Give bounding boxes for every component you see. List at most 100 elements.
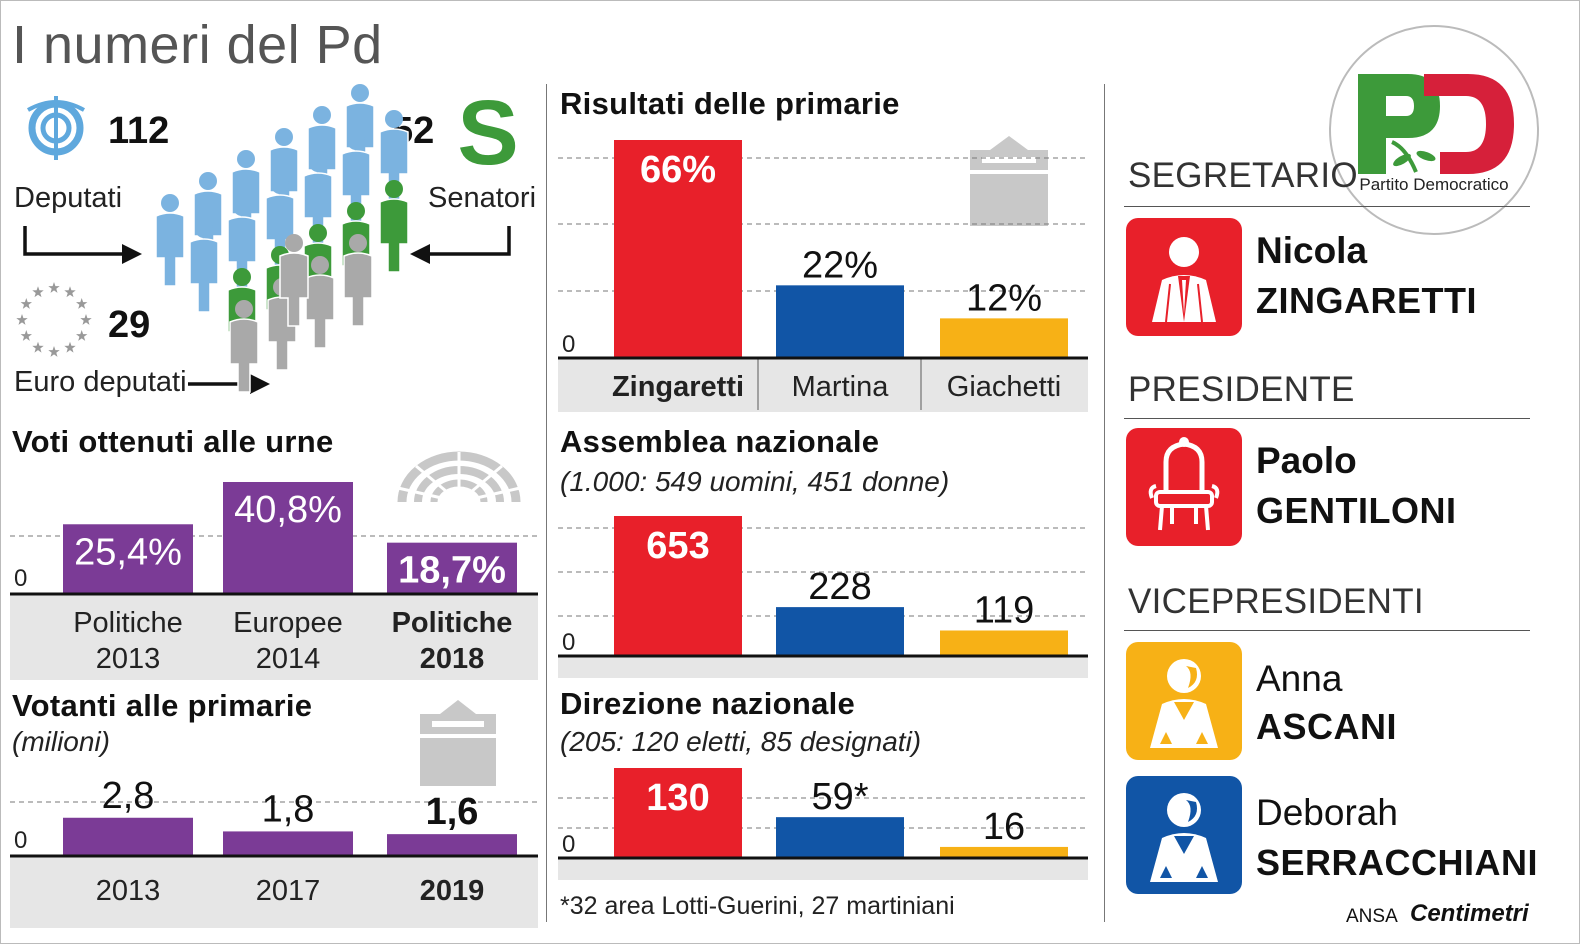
data-label: 12% <box>966 277 1042 319</box>
person-1-first: Nicola <box>1256 230 1368 271</box>
credit-ansa: ANSA <box>1346 906 1398 927</box>
zero-label: 0 <box>562 331 575 358</box>
eu-star <box>80 314 92 325</box>
person-figure <box>155 194 185 287</box>
hemicycle-icon <box>397 451 521 504</box>
axis-band <box>558 656 1088 678</box>
chart-votanti: 0 2,8 2013 1,8 2017 1,6 2019 <box>10 775 538 928</box>
bar-zingaretti <box>614 140 742 358</box>
person-figure <box>379 110 409 203</box>
chart-risultati: 0 66% 22% 12% Zingaretti Martina Giachetti <box>558 140 1088 412</box>
category-label: Zingaretti <box>612 371 744 403</box>
risultati-title: Risultati delle primarie <box>560 86 900 121</box>
person-figure <box>303 154 333 247</box>
eu-star <box>16 314 28 325</box>
senators-arrow-icon <box>410 226 511 264</box>
separator <box>1124 418 1530 419</box>
person-figure <box>265 176 295 269</box>
person-1-last: ZINGARETTI <box>1256 280 1477 321</box>
person-4-first: Deborah <box>1256 792 1398 833</box>
pd-logo: Partito Democratico <box>1329 25 1539 235</box>
axis-band <box>558 358 1088 412</box>
person-figure <box>279 234 309 327</box>
eu-star <box>76 330 88 341</box>
category-label: 2013 <box>96 643 161 675</box>
person-2-last: GENTILONI <box>1256 490 1457 531</box>
category-label: 2014 <box>256 643 321 675</box>
euro-count: 29 <box>108 304 151 346</box>
bar-martina <box>776 285 904 358</box>
senate-s-icon: S <box>457 88 518 172</box>
eu-star <box>48 282 60 293</box>
data-label: 22% <box>802 244 878 286</box>
category-label: 2013 <box>96 875 161 907</box>
ballot-box-icon <box>420 700 496 786</box>
footnote: *32 area Lotti-Guerini, 27 martiniani <box>560 892 955 920</box>
bar-europee-2014 <box>223 482 353 594</box>
chart-direzione: 0 130 59* 16 <box>558 768 1088 880</box>
separator <box>1124 630 1530 631</box>
eu-star <box>20 330 32 341</box>
votanti-title: Votanti alle primarie <box>12 688 313 723</box>
bar-2019 <box>387 834 517 856</box>
role-vicepresidenti: VICEPRESIDENTI <box>1128 582 1424 621</box>
zero-label: 0 <box>562 629 575 656</box>
category-label: Giachetti <box>947 371 1061 403</box>
axis-band <box>10 856 538 928</box>
axis-band <box>558 858 1088 880</box>
data-label: 25,4% <box>74 531 182 573</box>
eu-star <box>64 341 76 353</box>
throne-icon <box>1126 428 1242 546</box>
person-figure <box>227 198 257 291</box>
zero-label: 0 <box>14 565 27 592</box>
category-label: 2018 <box>420 643 485 675</box>
person-3-last: ASCANI <box>1256 706 1398 747</box>
person-tie-icon <box>1126 218 1242 336</box>
divider-left <box>546 84 547 922</box>
woman-icon <box>1126 642 1242 760</box>
deputies-label: Deputati <box>14 182 123 214</box>
role-presidente: PRESIDENTE <box>1128 370 1355 409</box>
eu-star <box>48 346 60 357</box>
assemblea-subtitle: (1.000: 549 uomini, 451 donne) <box>560 466 950 497</box>
direzione-title: Direzione nazionale <box>560 686 856 721</box>
category-label: Politiche <box>73 607 183 639</box>
camera-emblem-icon <box>27 96 85 160</box>
data-label: 18,7% <box>398 550 506 592</box>
eu-star <box>32 286 44 298</box>
person-4-last: SERRACCHIANI <box>1256 842 1539 883</box>
euro-label: Euro deputati <box>14 366 187 398</box>
deputies-count: 112 <box>108 110 170 152</box>
category-label: Politiche <box>392 607 513 639</box>
category-label: 2017 <box>256 875 321 907</box>
separator <box>1124 206 1530 207</box>
data-label: 119 <box>974 589 1035 631</box>
bar-politiche-2018 <box>387 542 517 594</box>
credit-brand: Centimetri <box>1410 900 1529 927</box>
divider-right <box>1104 84 1105 922</box>
category-label: 2019 <box>420 875 485 907</box>
eu-star <box>20 298 32 309</box>
assemblea-title: Assemblea nazionale <box>560 424 880 459</box>
person-2-first: Paolo <box>1256 440 1357 481</box>
data-label: 59* <box>811 776 868 818</box>
data-label: 40,8% <box>234 489 342 531</box>
person-figure <box>379 180 409 273</box>
bar-2017 <box>223 831 353 856</box>
data-label: 1,6 <box>426 791 479 833</box>
bar-zingaretti <box>614 768 742 858</box>
person-3-first: Anna <box>1256 658 1343 699</box>
data-label: 16 <box>983 806 1025 848</box>
direzione-subtitle: (205: 120 eletti, 85 designati) <box>560 726 922 757</box>
page-title: I numeri del Pd <box>12 15 383 75</box>
bar-giachetti <box>940 318 1068 358</box>
role-segretario: SEGRETARIO <box>1128 156 1358 195</box>
person-figure <box>189 220 219 313</box>
logo-text: Partito Democratico <box>1359 175 1508 194</box>
person-figure <box>229 300 259 393</box>
bar-politiche-2013 <box>63 524 193 594</box>
person-figure <box>341 132 371 225</box>
chart-voti: 0 25,4% Politiche 2013 40,8% Europee 2014 18,7%… <box>10 482 538 680</box>
bar-zingaretti <box>614 516 742 656</box>
axis-band <box>10 594 538 680</box>
